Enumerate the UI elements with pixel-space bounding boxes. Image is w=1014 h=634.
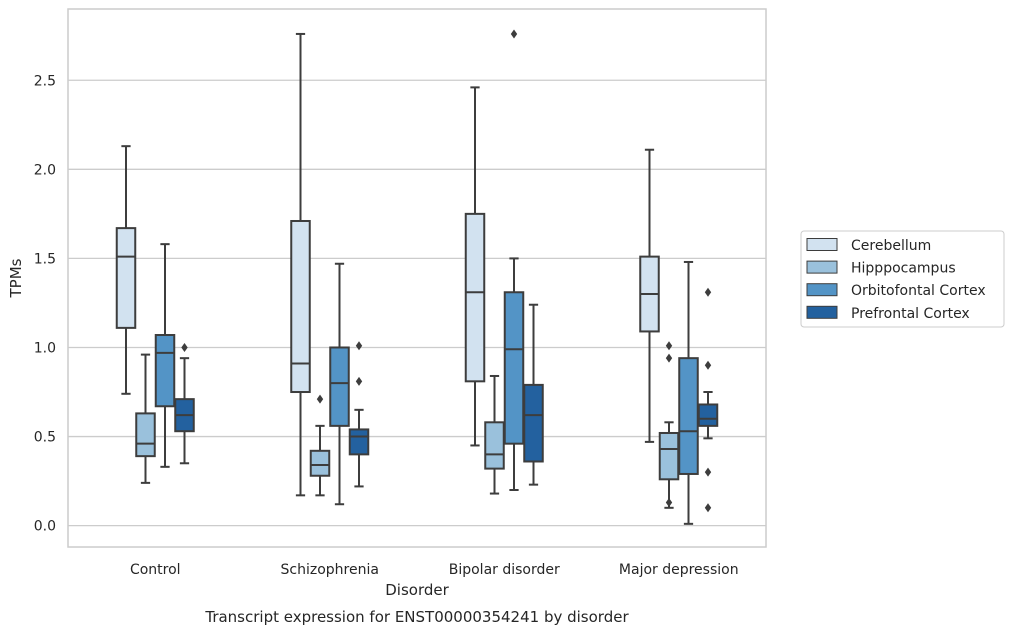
outlier-point	[704, 503, 712, 513]
outlier-point	[510, 29, 518, 39]
legend-swatch	[806, 238, 838, 251]
legend-swatch	[806, 260, 838, 274]
y-tick-label: 1.5	[34, 251, 56, 267]
legend-frame	[800, 230, 1005, 328]
iqr-box	[658, 431, 680, 481]
x-tick-label: Control	[130, 562, 181, 578]
legend-label: Orbitofontal Cortex	[851, 283, 986, 299]
box-cerebellum-2	[464, 86, 486, 447]
box-hipppocampus-1	[309, 394, 331, 497]
iqr-box	[135, 412, 156, 458]
iqr-box	[503, 291, 525, 445]
outlier-point	[665, 341, 673, 351]
x-tick-label: Bipolar disorder	[449, 562, 560, 578]
iqr-box	[290, 219, 311, 394]
box-plot-series	[115, 29, 719, 525]
y-axis-label: TPMs	[7, 258, 25, 298]
legend-label: Prefrontal Cortex	[851, 306, 970, 322]
legend-label: Cerebellum	[851, 238, 931, 254]
iqr-box	[348, 428, 370, 456]
outlier-point	[665, 353, 673, 363]
outlier-point	[355, 376, 363, 386]
outlier-point	[704, 287, 712, 297]
iqr-box	[309, 449, 331, 477]
box-hipppocampus-3	[658, 341, 680, 509]
box-prefrontal-cortex-3	[697, 287, 719, 513]
x-tick-label: Major depression	[619, 562, 739, 578]
y-tick-label: 2.5	[34, 73, 56, 89]
box-cerebellum-0	[115, 145, 137, 395]
outlier-point	[704, 467, 712, 477]
legend-items: Cerebellum Hipppocampus Orbitofontal Corte…	[806, 238, 986, 322]
iqr-box	[329, 346, 350, 427]
plot-frame	[67, 8, 767, 548]
iqr-box	[464, 212, 486, 383]
x-tick-label: Schizophrenia	[281, 562, 379, 578]
box-prefrontal-cortex-0	[174, 342, 195, 465]
legend-swatch	[806, 283, 838, 297]
outlier-point	[355, 341, 363, 351]
iqr-box	[523, 383, 544, 463]
box-cerebellum-1	[290, 32, 311, 497]
y-tick-labels: 0.0 0.5 1.0 1.5 2.0 2.5	[34, 73, 56, 534]
box-orbitofontal-cortex-0	[154, 243, 176, 468]
outlier-point	[316, 394, 324, 404]
iqr-box	[678, 357, 699, 475]
box-prefrontal-cortex-2	[523, 303, 544, 486]
box-hipppocampus-0	[135, 353, 156, 484]
outlier-point	[665, 497, 673, 507]
box-orbitofontal-cortex-2	[503, 29, 525, 491]
y-tick-label: 0.0	[34, 519, 56, 535]
x-tick-labels: Control Schizophrenia Bipolar disorder Majo…	[130, 562, 739, 578]
outlier-point	[704, 360, 712, 370]
legend: Cerebellum Hipppocampus Orbitofontal Corte…	[800, 230, 1005, 328]
iqr-box	[154, 334, 176, 408]
iqr-box	[697, 403, 719, 427]
box-orbitofontal-cortex-3	[678, 260, 699, 525]
iqr-box	[484, 421, 505, 470]
legend-swatch	[806, 305, 838, 319]
iqr-box	[115, 227, 137, 329]
legend-label: Hipppocampus	[851, 261, 956, 277]
chart-title: Transcript expression for ENST0000035424…	[204, 608, 629, 626]
legend-item: Cerebellum	[806, 238, 931, 254]
y-tick-label: 0.5	[34, 430, 56, 446]
legend-item: Orbitofontal Cortex	[806, 283, 986, 299]
box-orbitofontal-cortex-1	[329, 262, 350, 506]
box-hipppocampus-2	[484, 374, 505, 495]
outlier-point	[181, 342, 188, 352]
y-tick-label: 1.0	[34, 340, 56, 356]
y-tick-label: 2.0	[34, 162, 56, 178]
legend-item: Prefrontal Cortex	[806, 305, 970, 322]
legend-item: Hipppocampus	[806, 260, 956, 277]
box-cerebellum-3	[639, 148, 660, 443]
x-axis-label: Disorder	[385, 581, 449, 599]
box-prefrontal-cortex-1	[348, 341, 370, 488]
